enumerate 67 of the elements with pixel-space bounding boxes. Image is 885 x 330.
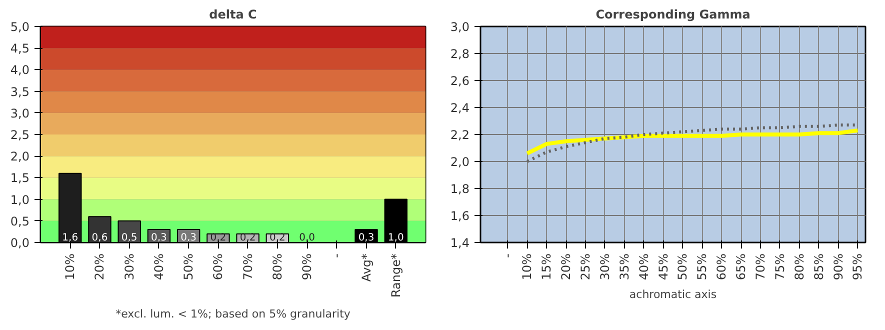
data-label: 0,3 (358, 232, 374, 244)
y-tick-label: 1,6 (450, 209, 470, 223)
data-label: 0,3 (151, 232, 167, 244)
x-tick-label: - (330, 253, 344, 258)
x-tick-label: 65% (734, 254, 748, 280)
x-tick-label: 20% (92, 254, 107, 280)
y-tick-label: 4,5 (10, 42, 30, 56)
x-tick-label: 20% (559, 254, 574, 280)
x-tick-label: - (500, 253, 515, 258)
text: *excl. lum. < 1%; based on 5% granularity (116, 308, 351, 320)
x-tick-label: 85% (812, 254, 826, 280)
x-tick-label: 25% (578, 254, 592, 280)
y-tick-label: 3,0 (10, 106, 30, 120)
y-tick-label: 2,4 (450, 101, 470, 115)
x-tick-label: 75% (772, 254, 787, 280)
y-tick-label: 0,5 (10, 214, 30, 228)
x-tick-label: 30% (598, 254, 612, 280)
x-tick-label: 15% (540, 254, 554, 280)
x-tick-label: 70% (240, 254, 255, 280)
x-tick-label: 40% (152, 254, 166, 280)
x-tick-label: 30% (122, 254, 136, 280)
x-tick-label: 80% (792, 254, 806, 280)
line-series (525, 128, 860, 156)
data-label: 0,3 (180, 232, 197, 244)
chart-title: delta C (209, 8, 258, 22)
x-tick-label: 60% (211, 254, 226, 280)
y-tick-label: 2,8 (450, 47, 470, 61)
x-tick-label: 60% (714, 254, 729, 280)
x-tick-label: 80% (270, 254, 284, 280)
y-tick-label: 3,0 (450, 20, 470, 34)
x-tick-label: 10% (520, 254, 534, 280)
x-tick-label: 50% (182, 254, 196, 280)
x-axis-title: achromatic axis (629, 288, 717, 302)
x-tick-label: 10% (63, 254, 78, 280)
y-tick-label: 3,5 (10, 84, 30, 99)
x-tick-label: 95% (850, 254, 865, 280)
y-tick-label: 1,8 (450, 182, 470, 196)
data-label: 1,6 (62, 232, 78, 244)
y-tick-label: 2,6 (450, 74, 470, 88)
data-label: 0,2 (210, 232, 226, 244)
y-tick-label: 4,0 (10, 63, 30, 78)
data-label: 0,0 (299, 232, 315, 244)
y-tick-label: 2,0 (10, 150, 30, 164)
x-tick-label: 90% (300, 254, 314, 280)
x-tick-label: 90% (831, 254, 846, 280)
chart-title: Corresponding Gamma (596, 8, 750, 22)
y-tick-label: 1,5 (10, 171, 30, 186)
x-tick-label: 35% (617, 254, 632, 280)
x-tick-label: Avg* (359, 253, 374, 282)
x-tick-label: Range* (388, 253, 403, 298)
x-tick-label: 55% (695, 254, 710, 280)
data-label: 1,0 (388, 232, 404, 244)
y-tick-label: 2,0 (450, 155, 470, 169)
data-label: 0,2 (269, 232, 286, 244)
x-tick-label: 45% (656, 254, 670, 280)
x-tick-label: 70% (754, 254, 768, 280)
data-label: 0,2 (240, 232, 256, 244)
y-tick-label: 1,4 (450, 236, 470, 250)
y-tick-label: 2,2 (450, 128, 470, 142)
y-tick-label: 0,0 (10, 236, 30, 250)
data-label: 0,6 (92, 232, 108, 244)
y-tick-label: 5,0 (10, 20, 30, 34)
x-tick-label: 40% (636, 254, 651, 280)
x-tick-label: 50% (676, 254, 690, 280)
y-tick-label: 1,0 (10, 192, 30, 207)
data-label: 0,5 (121, 232, 138, 244)
y-tick-label: 2,5 (10, 128, 30, 142)
